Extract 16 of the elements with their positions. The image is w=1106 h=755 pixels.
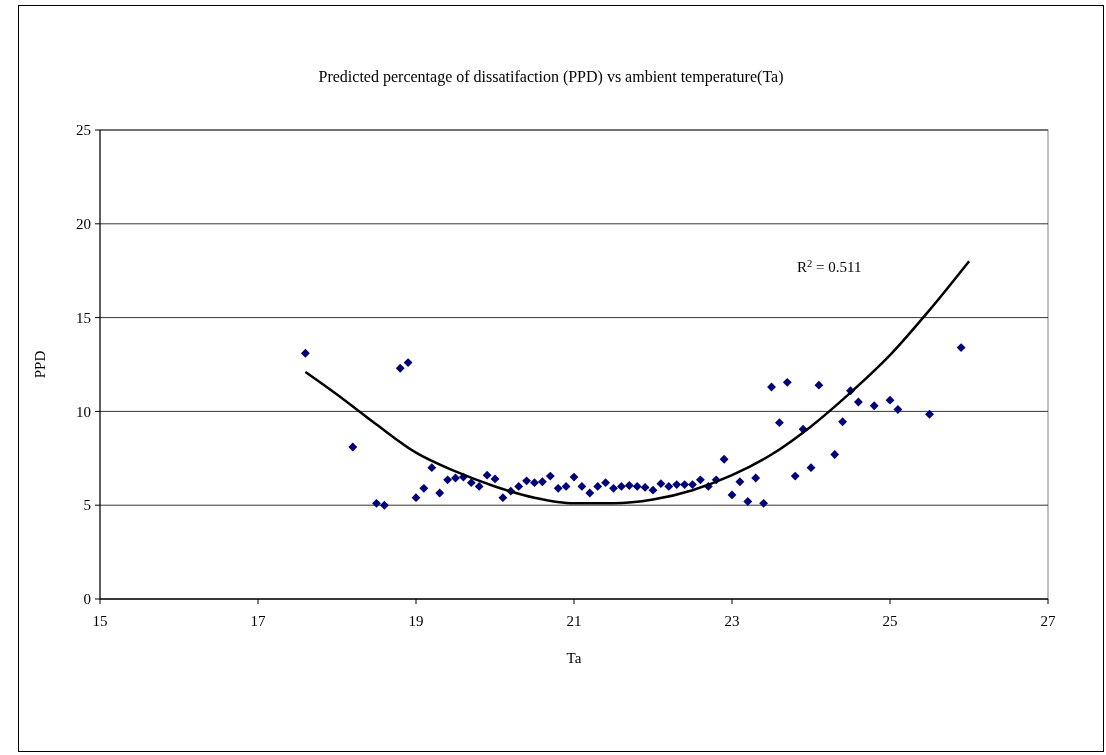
y-tick-label: 0: [83, 591, 91, 608]
x-axis-title: Ta: [566, 650, 582, 666]
annotation: R$^{2}$ = 0.511: [797, 257, 862, 275]
x-tick-label: 27: [1040, 613, 1056, 629]
x-tick-label: 19: [408, 613, 424, 629]
y-tick-label: 20: [76, 216, 91, 233]
y-tick-label: 25: [76, 122, 91, 139]
x-tick-label: 17: [250, 613, 266, 629]
x-tick-label: 23: [724, 613, 740, 629]
chart-title: Predicted percentage of dissatifaction (PPD) vs ambient temperature(Ta): [318, 68, 784, 86]
x-tick-label: 25: [882, 613, 898, 629]
y-tick-label: 5: [83, 497, 91, 514]
y-axis-title: PPD: [32, 350, 48, 379]
x-tick-label: 21: [566, 613, 582, 629]
y-tick-label: 15: [76, 309, 91, 326]
y-tick-label: 10: [76, 403, 91, 420]
